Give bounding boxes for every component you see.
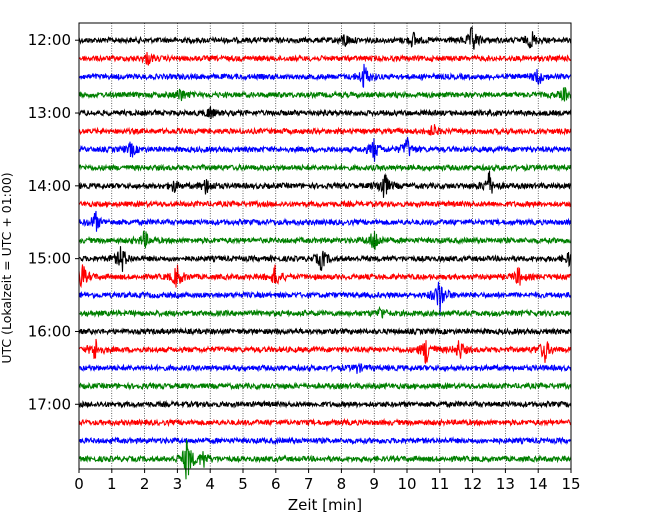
trace-14:00	[78, 170, 572, 198]
trace-12:30	[78, 63, 572, 88]
x-tick-label: 14	[529, 475, 548, 493]
trace-15:30	[78, 281, 572, 316]
y-tick-label: 14:00	[28, 177, 71, 195]
y-axis-label: UTC (Lokalzeit = UTC + 01:00)	[0, 172, 14, 363]
trace-14:30	[78, 210, 572, 232]
y-tick-label: 13:00	[28, 104, 71, 122]
trace-17:15	[78, 417, 572, 428]
x-tick-label: 10	[397, 475, 416, 493]
trace-17:45	[78, 439, 572, 480]
x-tick-label: 0	[74, 475, 84, 493]
x-tick-label: 2	[140, 475, 150, 493]
x-tick-label: 7	[304, 475, 314, 493]
x-tick-label: 3	[173, 475, 183, 493]
trace-16:00	[78, 326, 572, 336]
trace-16:30	[78, 362, 572, 374]
y-tick-label: 17:00	[28, 395, 71, 413]
trace-17:30	[78, 436, 572, 446]
trace-12:45	[78, 86, 572, 102]
x-tick-label: 5	[238, 475, 248, 493]
trace-17:00	[78, 399, 572, 409]
trace-13:00	[78, 105, 572, 119]
trace-14:15	[78, 199, 572, 209]
trace-15:15	[78, 264, 572, 289]
y-tick-label: 15:00	[28, 250, 71, 268]
x-tick-label: 11	[430, 475, 449, 493]
x-tick-label: 9	[369, 475, 379, 493]
trace-16:45	[78, 381, 572, 391]
x-tick-label: 6	[271, 475, 281, 493]
y-tick-label: 12:00	[28, 31, 71, 49]
x-tick-label: 13	[496, 475, 515, 493]
trace-12:00	[78, 26, 572, 50]
x-tick-label: 12	[463, 475, 482, 493]
trace-15:45	[78, 305, 572, 319]
trace-14:45	[78, 230, 572, 250]
plot-frame	[78, 22, 572, 470]
trace-layer	[78, 26, 572, 480]
trace-13:15	[78, 124, 572, 136]
y-tick-label: 16:00	[28, 322, 71, 340]
trace-12:15	[78, 51, 572, 66]
x-tick-label: 8	[337, 475, 347, 493]
trace-16:15	[78, 338, 572, 364]
axes-layer: 0 1 2 3 4 5 6 7 8 9 10 11 12 13 14 1512:0013:0014:0015:…	[28, 31, 581, 493]
x-tick-label: 15	[561, 475, 580, 493]
x-tick-label: 4	[205, 475, 215, 493]
x-axis-label: Zeit [min]	[288, 496, 362, 514]
trace-13:30	[78, 137, 572, 162]
grid-lines	[111, 23, 539, 469]
x-tick-label: 1	[107, 475, 117, 493]
trace-15:00	[78, 246, 572, 272]
trace-13:45	[78, 163, 572, 173]
